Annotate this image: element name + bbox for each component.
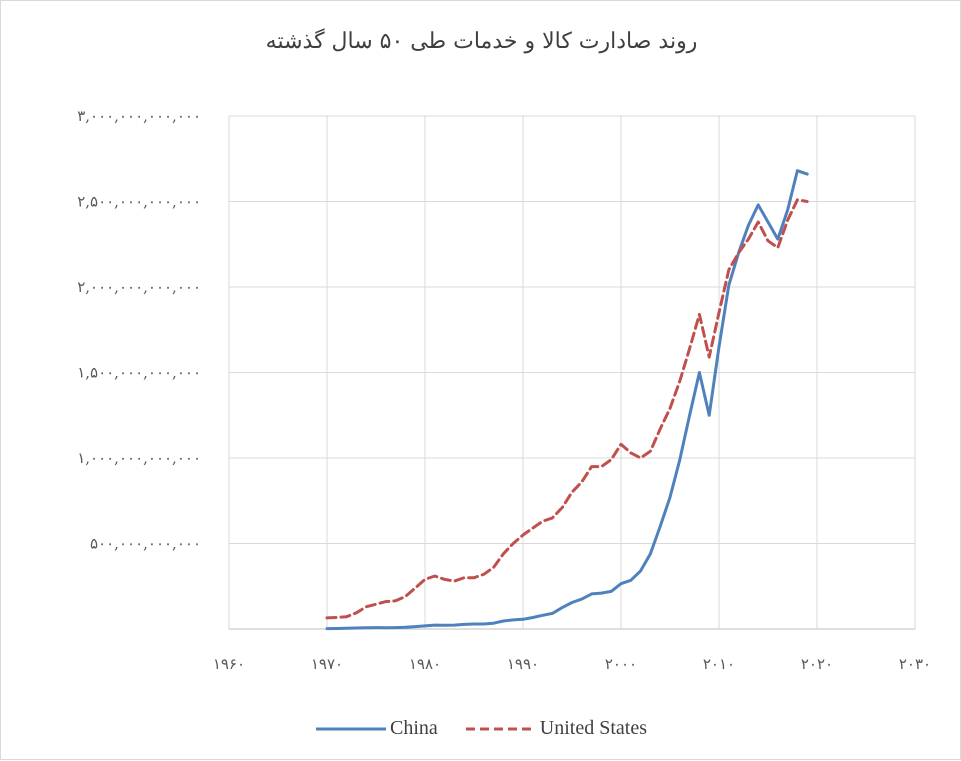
y-tick-label: ۱,۰۰۰,۰۰۰,۰۰۰,۰۰۰ <box>77 449 201 467</box>
y-tick-label: ۳,۰۰۰,۰۰۰,۰۰۰,۰۰۰ <box>77 107 201 125</box>
y-tick-label: ۲,۰۰۰,۰۰۰,۰۰۰,۰۰۰ <box>77 278 201 296</box>
y-tick-label: ۲,۵۰۰,۰۰۰,۰۰۰,۰۰۰ <box>77 193 201 211</box>
y-tick-label: ۵۰۰,۰۰۰,۰۰۰,۰۰۰ <box>90 535 201 553</box>
x-tick-label: ۲۰۱۰ <box>703 655 735 673</box>
chart-title: روند صادارت کالا و خدمات طی ۵۰ سال گذشته <box>265 29 698 54</box>
x-tick-label: ۱۹۹۰ <box>507 655 539 673</box>
x-tick-label: ۱۹۶۰ <box>213 655 245 673</box>
legend-label-united-states: United States <box>539 717 647 739</box>
series-line-china <box>325 169 809 631</box>
legend-item-united-states: United States <box>465 717 647 740</box>
x-tick-label: ۲۰۲۰ <box>801 655 833 673</box>
legend-swatch-china <box>316 727 386 730</box>
x-tick-label: ۲۰۳۰ <box>899 655 931 673</box>
y-tick-label: ۱,۵۰۰,۰۰۰,۰۰۰,۰۰۰ <box>77 364 201 382</box>
legend-item-china: China <box>316 717 438 740</box>
chart-legend: China United States <box>1 717 961 740</box>
x-tick-label: ۱۹۸۰ <box>409 655 441 673</box>
x-tick-label: ۲۰۰۰ <box>605 655 637 673</box>
legend-label-china: China <box>390 717 438 739</box>
legend-swatch-united-states <box>465 727 536 730</box>
series-line-united-states <box>325 198 809 620</box>
x-tick-label: ۱۹۷۰ <box>311 655 343 673</box>
